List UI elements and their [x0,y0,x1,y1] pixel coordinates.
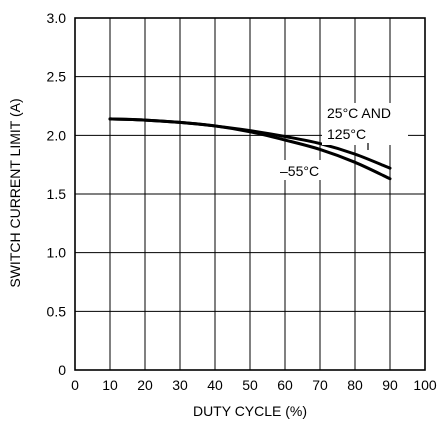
annotation-minus55c: –55°C [280,163,319,179]
x-tick-labels: 0 10 20 30 40 50 60 70 80 90 100 [71,377,437,393]
x-tick-label: 80 [347,377,363,393]
x-tick-label: 20 [137,377,153,393]
y-tick-label: 3.0 [47,10,67,26]
x-tick-label: 0 [71,377,79,393]
x-tick-label: 60 [277,377,293,393]
annotation-25c-125c-line1: 25°C AND [327,105,391,121]
x-tick-label: 90 [382,377,398,393]
y-tick-labels: 0 0.5 1.0 1.5 2.0 2.5 3.0 [47,10,67,378]
y-tick-label: 2.0 [47,127,67,143]
annotation-25c-125c-line2: 125°C [327,126,366,142]
y-tick-label: 0.5 [47,303,67,319]
x-tick-label: 30 [172,377,188,393]
x-tick-label: 50 [242,377,258,393]
y-tick-label: 0 [58,362,66,378]
plot-frame [74,17,426,371]
x-tick-label: 100 [413,377,437,393]
y-axis-title: SWITCH CURRENT LIMIT (A) [7,98,23,287]
x-tick-label: 40 [207,377,223,393]
x-axis-title: DUTY CYCLE (%) [193,403,307,419]
annotation-minus55c-bg [278,160,328,180]
annotation-25c-125c-bg [322,103,408,145]
y-tick-label: 1.5 [47,186,67,202]
y-tick-label: 1.0 [47,245,67,261]
y-tick-label: 2.5 [47,69,67,85]
x-tick-label: 10 [102,377,118,393]
series-line-minus55c [108,117,392,181]
plot-lines [108,117,392,181]
grid [74,17,426,371]
x-tick-label: 70 [312,377,328,393]
